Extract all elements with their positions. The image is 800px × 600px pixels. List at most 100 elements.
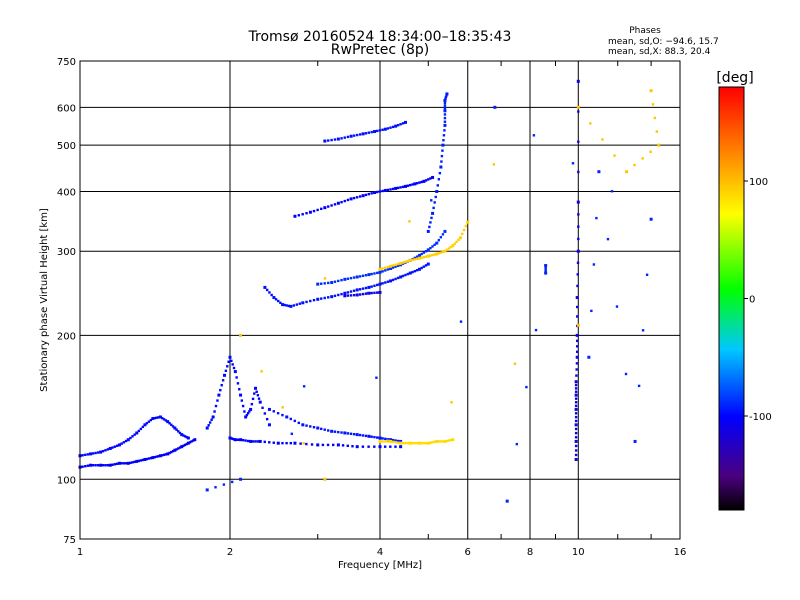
data-point xyxy=(190,440,193,443)
data-point xyxy=(272,296,276,300)
data-point xyxy=(302,385,306,388)
stats-heading: Phases xyxy=(629,26,661,36)
data-point xyxy=(117,443,121,447)
data-point xyxy=(255,390,258,393)
data-point xyxy=(137,429,141,433)
data-point xyxy=(574,387,578,390)
data-point xyxy=(115,462,119,465)
data-point xyxy=(505,499,509,503)
data-point xyxy=(422,251,426,254)
data-point xyxy=(293,441,297,445)
data-point xyxy=(149,418,153,422)
data-point xyxy=(346,291,350,294)
data-point xyxy=(383,188,387,192)
data-point xyxy=(355,196,359,199)
data-point xyxy=(228,436,232,440)
data-point xyxy=(302,442,305,445)
data-point xyxy=(355,445,359,449)
data-point xyxy=(320,297,323,300)
data-point xyxy=(437,252,441,255)
data-point xyxy=(86,464,90,467)
data-point xyxy=(233,370,237,374)
data-point xyxy=(657,143,661,147)
data-point xyxy=(401,441,405,445)
data-point xyxy=(367,434,371,438)
data-point xyxy=(241,438,245,442)
data-point xyxy=(576,284,579,288)
data-point xyxy=(574,393,578,397)
data-point xyxy=(610,190,614,193)
data-point xyxy=(513,362,517,365)
data-point xyxy=(375,376,378,379)
data-point xyxy=(131,461,134,464)
data-point xyxy=(290,432,294,436)
data-point xyxy=(601,138,604,141)
data-point xyxy=(104,449,107,452)
data-point xyxy=(576,339,579,343)
data-point xyxy=(251,397,255,401)
data-point xyxy=(439,440,443,443)
data-point xyxy=(649,89,653,93)
data-point xyxy=(577,140,580,143)
data-point xyxy=(577,170,580,174)
data-point xyxy=(461,232,464,236)
data-point xyxy=(285,441,288,445)
data-point xyxy=(574,397,578,400)
data-point xyxy=(443,109,447,113)
data-point xyxy=(442,134,446,137)
data-point xyxy=(625,170,629,174)
data-point xyxy=(183,435,187,438)
data-point xyxy=(576,249,580,253)
data-point xyxy=(424,441,428,445)
data-point xyxy=(464,224,468,228)
data-point xyxy=(211,415,215,419)
data-point xyxy=(378,270,382,274)
data-point xyxy=(384,266,387,269)
data-point xyxy=(257,397,261,400)
data-point xyxy=(413,441,417,445)
data-point xyxy=(115,444,119,448)
data-point xyxy=(587,355,591,359)
data-point xyxy=(422,441,426,445)
data-point xyxy=(243,410,246,413)
data-point xyxy=(214,404,218,408)
data-point xyxy=(417,253,421,257)
data-point xyxy=(420,180,423,184)
data-point xyxy=(373,272,376,275)
data-point xyxy=(249,407,253,411)
data-point xyxy=(333,280,337,283)
data-point xyxy=(86,453,90,456)
data-point xyxy=(411,270,414,274)
data-point xyxy=(337,430,340,434)
data-point xyxy=(323,428,326,431)
data-point xyxy=(577,110,580,113)
data-point xyxy=(370,192,373,195)
data-point xyxy=(443,439,447,443)
data-point xyxy=(168,451,171,455)
data-point xyxy=(289,441,292,445)
data-point xyxy=(449,245,453,249)
data-point xyxy=(426,229,430,233)
chart-subtitle: RwPretec (8p) xyxy=(331,42,429,58)
data-point xyxy=(139,459,143,462)
data-point xyxy=(373,130,377,134)
data-point xyxy=(424,264,428,267)
data-point xyxy=(415,182,419,185)
data-point xyxy=(129,461,132,465)
data-point xyxy=(429,441,432,444)
data-point xyxy=(305,442,308,446)
data-point xyxy=(408,183,412,187)
data-point xyxy=(166,452,170,456)
data-point xyxy=(185,442,188,446)
data-point xyxy=(378,267,382,271)
data-point xyxy=(576,273,579,276)
data-point xyxy=(193,438,197,442)
data-point xyxy=(381,437,384,440)
data-point xyxy=(135,459,139,463)
data-point xyxy=(301,213,304,216)
data-point xyxy=(381,267,384,270)
data-point xyxy=(108,446,112,450)
data-point xyxy=(233,438,237,442)
data-point xyxy=(289,304,293,308)
